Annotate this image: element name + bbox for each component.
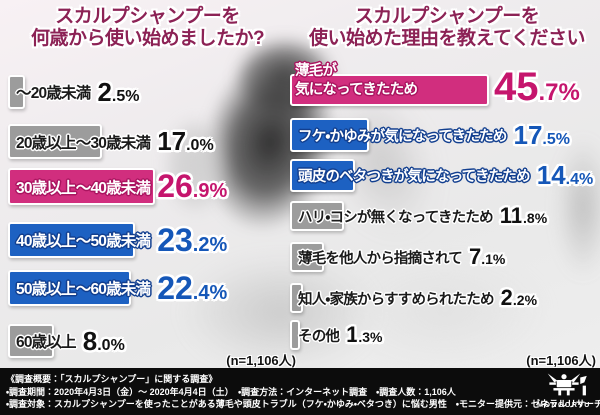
age-row-20-30: 20歳以上〜30歳未満 17.0% xyxy=(8,124,214,159)
value-frac: .4% xyxy=(192,281,228,304)
age-label: 30歳以上〜40歳未満 xyxy=(16,179,151,197)
value-frac: .0% xyxy=(186,137,214,154)
reason-bar-betatsuki xyxy=(290,159,356,192)
age-row-50-60: 50歳以上〜60歳未満 22.4% xyxy=(8,270,227,306)
reason-value: 11.8% xyxy=(500,203,547,229)
reason-row-fuke: フケ・かゆみが気になってきたため 17.5% xyxy=(290,118,570,152)
value-int: 11 xyxy=(499,203,524,228)
age-bar-30-40 xyxy=(8,168,155,205)
reason-row-other: その他 1.3% xyxy=(290,320,382,350)
value-int: 26 xyxy=(157,168,193,204)
survey-overview-line: 《調査概要：「スカルプシャンプー」に関する調査》 xyxy=(6,374,218,384)
reason-label: ハリ・コシが無くなってきたため xyxy=(298,209,494,226)
value-frac: .8% xyxy=(523,210,548,226)
photo-chest xyxy=(330,248,560,373)
reason-value: 14.4% xyxy=(537,160,594,191)
age-row-30-40: 30歳以上〜40歳未満 26.9% xyxy=(8,168,227,205)
value-frac: .7% xyxy=(538,79,580,106)
age-bar-20-30 xyxy=(8,124,103,159)
value-int: 2 xyxy=(97,76,112,107)
value-frac: .4% xyxy=(565,171,594,188)
mongoryu-logo: MONGORYU xyxy=(535,371,593,410)
reason-bar-harikoshi xyxy=(290,201,345,231)
value-frac: .2% xyxy=(192,233,228,256)
value-int: 23 xyxy=(157,221,193,258)
value-int: 1 xyxy=(346,322,359,347)
age-row-under-20: 〜20歳未満 2.5% xyxy=(8,75,140,109)
reason-value: 2.2% xyxy=(501,285,537,311)
value-frac: .5% xyxy=(542,130,570,148)
value-frac: .5% xyxy=(111,87,140,105)
age-chart-title-line1: スカルプシャンプーを xyxy=(55,6,240,27)
age-label: 60歳以上 xyxy=(16,334,77,351)
age-bar-40-50 xyxy=(8,222,135,258)
reason-chart-title: スカルプシャンプーを 使い始めた理由を教えてください xyxy=(298,6,596,50)
mongoryu-logo-text: MONGORYU xyxy=(537,402,591,409)
value-int: 17 xyxy=(157,126,187,156)
survey-period-line: ・調査期間：2020年4月3日（金）〜 2020年4月4日（土） ・調査方法：イ… xyxy=(6,386,456,397)
value-frac: .2% xyxy=(512,292,538,308)
reason-value: 17.5% xyxy=(513,120,570,151)
reason-label: その他 xyxy=(298,328,340,345)
reason-label-line1: 薄毛が xyxy=(295,63,337,79)
age-row-40-50: 40歳以上〜50歳未満 23.2% xyxy=(8,222,227,258)
age-value: 8.0% xyxy=(83,326,125,357)
survey-footer: 《調査概要：「スカルプシャンプー」に関する調査》 ・調査期間：2020年4月3日… xyxy=(0,368,600,415)
age-bar-over-60 xyxy=(8,324,55,358)
reason-label-line2: 気になってきたため xyxy=(295,82,418,98)
value-int: 14 xyxy=(536,160,566,190)
value-frac: .0% xyxy=(97,336,125,354)
reason-label: 薄毛が 気になってきたため xyxy=(295,62,418,100)
age-label: 20歳以上〜30歳未満 xyxy=(16,134,151,152)
reason-row-betatsuki: 頭皮のベタつきが気になってきたため 14.4% xyxy=(290,159,593,192)
value-int: 45 xyxy=(494,65,539,109)
age-label: 〜20歳未満 xyxy=(16,85,91,102)
age-chart-title: スカルプシャンプーを 何歳から使い始めましたか? xyxy=(10,6,285,50)
reason-bar-shiteki xyxy=(290,242,325,272)
reason-bar-usuge xyxy=(290,74,490,106)
reason-bar-fuke xyxy=(290,118,369,152)
photo-face xyxy=(158,108,233,223)
value-frac: .9% xyxy=(192,180,228,202)
age-label: 50歳以上〜60歳未満 xyxy=(16,281,151,298)
reason-row-susume: 知人・家族からすすめられたため 2.2% xyxy=(290,283,537,313)
reason-row-shiteki: 薄毛を他人から指摘されて 7.1% xyxy=(290,242,505,272)
age-bar-50-60 xyxy=(8,270,131,306)
value-frac: .1% xyxy=(481,251,506,267)
value-int: 2 xyxy=(500,285,513,310)
reason-bar-other xyxy=(290,320,300,350)
age-row-over-60: 60歳以上 8.0% xyxy=(8,324,125,358)
age-value: 17.0% xyxy=(157,126,214,157)
photo-right-hair xyxy=(552,125,600,290)
reason-value: 45.7% xyxy=(494,65,580,110)
reason-label: 薄毛を他人から指摘されて xyxy=(298,250,463,267)
age-bar-under-20 xyxy=(8,75,26,109)
age-chart-title-line2: 何歳から使い始めましたか? xyxy=(30,28,265,49)
reason-value: 7.1% xyxy=(469,244,505,270)
value-int: 22 xyxy=(157,269,193,306)
age-value: 22.4% xyxy=(157,270,227,307)
value-frac: .3% xyxy=(358,329,383,345)
reason-label: 頭皮のベタつきが気になってきたため xyxy=(298,169,531,185)
age-label: 40歳以上〜50歳未満 xyxy=(16,233,151,250)
survey-target-line: ・調査対象：スカルプシャンプーを使ったことがある薄毛や頭皮トラブル（フケ・かゆみ… xyxy=(6,399,600,409)
reason-chart-title-line1: スカルプシャンプーを xyxy=(354,6,540,27)
age-value: 23.2% xyxy=(157,222,227,259)
reason-label: 知人・家族からすすめられたため xyxy=(298,291,494,308)
reason-value: 1.3% xyxy=(346,322,382,348)
value-int: 8 xyxy=(82,325,98,356)
value-int: 17 xyxy=(513,119,543,150)
reason-chart-title-line2: 使い始めた理由を教えてください xyxy=(309,28,585,49)
value-int: 7 xyxy=(468,244,482,269)
reason-bar-susume xyxy=(290,283,304,313)
reason-row-harikoshi: ハリ・コシが無くなってきたため 11.8% xyxy=(290,201,547,231)
age-sample-note: (n=1,106人) xyxy=(226,353,296,368)
reason-sample-note: (n=1,106人) xyxy=(526,353,596,368)
mongoryu-bull-icon xyxy=(547,373,587,396)
age-value: 26.9% xyxy=(157,168,227,205)
age-value: 2.5% xyxy=(97,77,139,108)
reason-label: フケ・かゆみが気になってきたため xyxy=(298,128,507,145)
